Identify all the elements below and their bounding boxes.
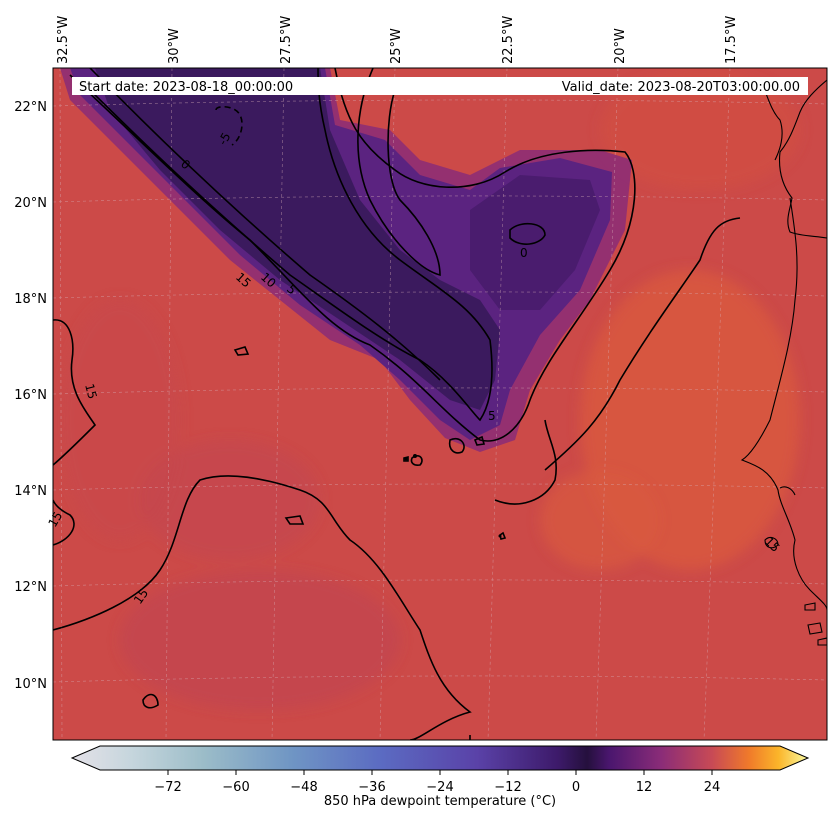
lon-label: 25°W — [389, 28, 404, 64]
colorbar-tick-label: −72 — [154, 780, 181, 795]
colorbar-tick-label: 12 — [636, 780, 653, 795]
lat-label: 10°N — [14, 677, 47, 692]
lon-label: 17.5°W — [724, 16, 739, 64]
contour-label: 5 — [488, 409, 496, 423]
colorbar-tick-label: 24 — [704, 780, 721, 795]
contour-lines — [53, 68, 741, 740]
valid-date-label: Valid_date: 2023-08-20T03:00:00.00 — [562, 80, 800, 95]
header-box — [72, 77, 808, 95]
colorbar-tick-label: 0 — [572, 780, 580, 795]
contour-label: 15 — [45, 509, 65, 529]
dewpoint-field — [53, 68, 827, 740]
latitude-labels: 22°N 20°N 18°N 16°N 14°N 12°N 10°N — [14, 100, 47, 692]
colorbar-tick-label: −48 — [290, 780, 317, 795]
cape-verde-islands — [404, 454, 502, 538]
dry-plume-core — [95, 68, 500, 410]
map-border — [52, 67, 828, 741]
colorbar-tick-label: −60 — [222, 780, 249, 795]
colorbar-tick-label: −12 — [494, 780, 521, 795]
warm-patches — [60, 70, 800, 710]
lat-label: 16°N — [14, 388, 47, 403]
colorbar-ticks: −72 −60 −48 −36 −24 −12 0 12 24 — [154, 770, 720, 795]
contour-label: 15 — [82, 382, 99, 400]
start-date-label: Start date: 2023-08-18_00:00:00 — [79, 80, 293, 95]
lon-label: 30°W — [167, 28, 182, 64]
colorbar-tick-label: −36 — [358, 780, 385, 795]
colorbar-label: 850 hPa dewpoint temperature (°C) — [324, 794, 556, 809]
lat-label: 18°N — [14, 292, 47, 307]
colorbar-bar — [70, 745, 810, 771]
lat-label: 22°N — [14, 100, 47, 115]
lat-label: 12°N — [14, 580, 47, 595]
lat-label: 20°N — [14, 196, 47, 211]
lon-label: 22.5°W — [501, 16, 516, 64]
lon-label: 32.5°W — [56, 16, 71, 64]
lon-label: 20°W — [613, 28, 628, 64]
colorbar: −72 −60 −48 −36 −24 −12 0 12 24 850 hPa dewpoint… — [70, 745, 810, 809]
lon-label: 27.5°W — [279, 16, 294, 64]
longitude-labels: 32.5°W 30°W 27.5°W 25°W 22.5°W 20°W 17.5… — [56, 16, 739, 64]
contour-label: 0 — [520, 246, 528, 260]
lat-label: 14°N — [14, 484, 47, 499]
colorbar-tick-label: −24 — [426, 780, 453, 795]
